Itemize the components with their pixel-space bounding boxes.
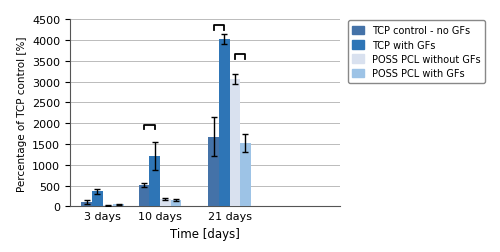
Bar — [150, 156, 160, 207]
Bar — [138, 185, 149, 207]
Bar — [240, 144, 251, 207]
Bar — [208, 137, 219, 207]
Bar — [160, 199, 170, 207]
Y-axis label: Percentage of TCP control [%]: Percentage of TCP control [%] — [16, 36, 26, 191]
Legend: TCP control - no GFs, TCP with GFs, POSS PCL without GFs, POSS PCL with GFs: TCP control - no GFs, TCP with GFs, POSS… — [348, 21, 486, 84]
Bar — [230, 80, 240, 207]
Bar — [102, 205, 114, 207]
X-axis label: Time [days]: Time [days] — [170, 227, 240, 240]
Bar — [170, 200, 181, 207]
Bar — [114, 205, 124, 207]
Bar — [219, 40, 230, 207]
Bar — [82, 203, 92, 207]
Bar — [92, 192, 102, 207]
